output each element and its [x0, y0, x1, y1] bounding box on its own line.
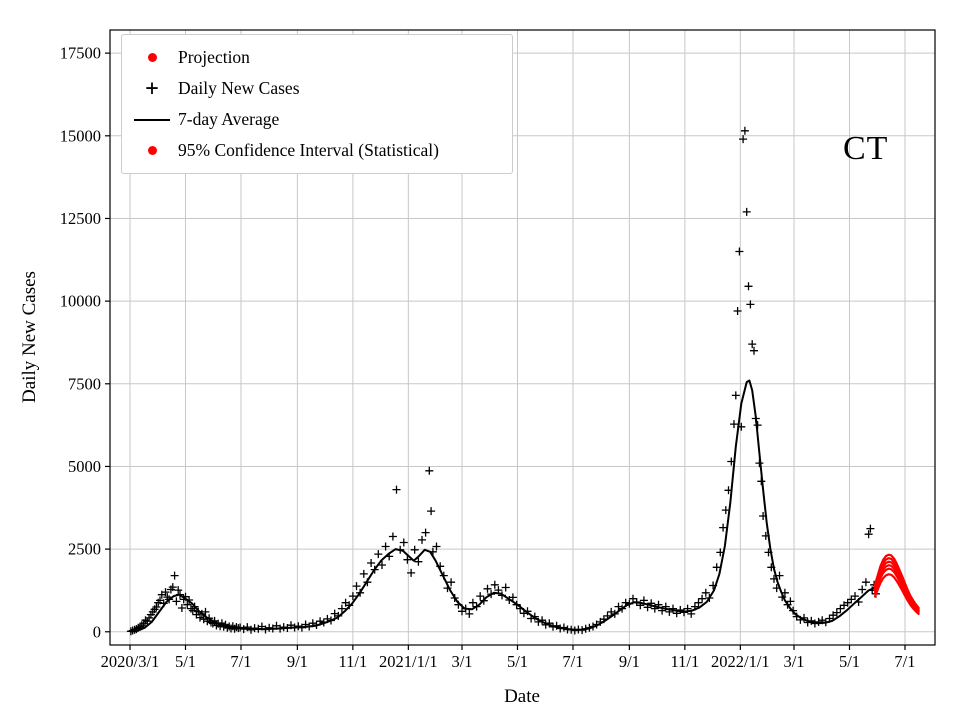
- legend-item-7day-average: 7-day Average: [126, 104, 504, 135]
- line-marker-icon: [126, 118, 178, 121]
- y-tick-label: 17500: [60, 44, 101, 63]
- y-tick-label: 10000: [60, 292, 101, 311]
- x-tick-label: 9/1: [287, 652, 308, 671]
- y-tick-label: 7500: [68, 374, 101, 393]
- plus-marker-icon: +: [145, 75, 159, 101]
- y-tick-label: 0: [93, 622, 101, 641]
- chart-legend: Projection + Daily New Cases 7-day Avera…: [121, 34, 513, 174]
- x-tick-label: 9/1: [619, 652, 640, 671]
- x-tick-label: 2020/3/1: [101, 652, 160, 671]
- legend-item-projection: Projection: [126, 42, 504, 73]
- legend-item-confidence-interval: 95% Confidence Interval (Statistical): [126, 135, 504, 166]
- projection-lines: [873, 553, 920, 615]
- x-tick-label: 11/1: [670, 652, 699, 671]
- y-tick-label: 15000: [60, 126, 101, 145]
- legend-label: Projection: [178, 47, 250, 67]
- legend-label: 7-day Average: [178, 109, 280, 129]
- y-tick-label: 12500: [60, 209, 101, 228]
- x-tick-label: 5/1: [175, 652, 196, 671]
- x-tick-label: 11/1: [338, 652, 367, 671]
- x-tick-label: 7/1: [230, 652, 251, 671]
- x-tick-label: 5/1: [839, 652, 860, 671]
- x-tick-label: 7/1: [894, 652, 915, 671]
- y-tick-labels: 0 2500 5000 7500 10000 12500 15000 17500: [60, 44, 101, 642]
- x-tick-label: 3/1: [451, 652, 472, 671]
- daily-new-cases-scatter: [126, 126, 880, 636]
- y-axis-label: Daily New Cases: [19, 271, 40, 403]
- confidence-dot-icon: [126, 146, 178, 155]
- seven-day-average-line: [129, 379, 875, 633]
- legend-label: Daily New Cases: [178, 78, 300, 98]
- tick-marks: [105, 52, 906, 650]
- x-tick-label: 2021/1/1: [379, 652, 438, 671]
- x-tick-label: 2022/1/1: [711, 652, 770, 671]
- x-tick-label: 3/1: [783, 652, 804, 671]
- legend-label: 95% Confidence Interval (Statistical): [178, 140, 439, 160]
- y-tick-label: 5000: [68, 457, 101, 476]
- x-tick-labels: 2020/3/1 5/1 7/1 9/1 11/1 2021/1/1 3/1 5/1 7/1 9/…: [101, 652, 916, 671]
- legend-item-daily-new-cases: + Daily New Cases: [126, 73, 504, 104]
- y-tick-label: 2500: [68, 540, 101, 559]
- state-annotation: CT: [843, 130, 889, 167]
- x-tick-label: 7/1: [562, 652, 583, 671]
- plot-border: [109, 29, 936, 646]
- x-tick-label: 5/1: [507, 652, 528, 671]
- projection-dot-icon: [126, 53, 178, 62]
- x-axis-label: Date: [504, 686, 540, 707]
